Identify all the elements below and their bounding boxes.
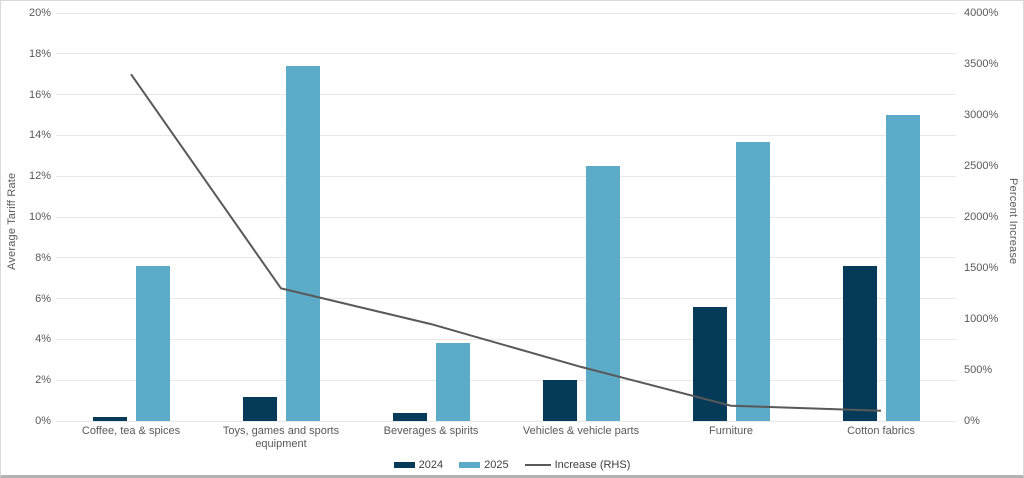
gridline <box>56 216 956 218</box>
legend-item-increase-rhs-: Increase (RHS) <box>524 459 631 471</box>
bar-2025-3 <box>435 343 470 421</box>
right-axis-tick: 2000% <box>964 211 999 223</box>
legend-label: 2025 <box>484 459 509 471</box>
bar-2024-4 <box>542 380 577 421</box>
bar-2025-6 <box>885 115 920 421</box>
bar-2024-3 <box>392 412 427 421</box>
bar-2024-2 <box>242 396 277 421</box>
gridline <box>56 379 956 381</box>
gridline <box>56 134 956 136</box>
right-axis-tick: 1500% <box>964 262 999 274</box>
category-label: Cotton fabrics <box>847 425 915 437</box>
right-axis-title: Percent Increase <box>1007 177 1019 265</box>
left-axis-tick: 14% <box>28 129 51 142</box>
category-label: Beverages & spirits <box>383 425 479 437</box>
legend-bar-swatch <box>459 462 481 468</box>
category-label: Vehicles & vehicle parts <box>522 425 640 437</box>
left-axis-tick: 16% <box>28 88 51 101</box>
right-axis-tick: 4000% <box>964 7 999 19</box>
legend-label: Increase (RHS) <box>554 459 631 471</box>
legend-item-2025: 2025 <box>459 459 509 471</box>
gridline <box>56 53 956 55</box>
right-axis-tick: 500% <box>964 364 993 376</box>
plot-area <box>56 12 956 422</box>
bar-2025-2 <box>285 66 320 421</box>
bar-2025-5 <box>735 141 770 421</box>
bar-2025-1 <box>135 265 170 421</box>
left-axis-tick: 0% <box>35 415 51 427</box>
right-axis-tick: 2500% <box>964 160 999 172</box>
bar-2024-6 <box>842 265 877 421</box>
gridline <box>56 257 956 259</box>
gridline <box>56 94 956 96</box>
gridline <box>56 175 956 177</box>
right-axis-tick: 3500% <box>964 58 999 70</box>
bar-2025-4 <box>585 166 620 421</box>
bar-2024-1 <box>92 416 127 421</box>
legend-item-2024: 2024 <box>393 459 444 471</box>
right-axis-tick: 0% <box>964 415 980 427</box>
left-axis-tick: 8% <box>35 251 51 264</box>
gridline <box>56 338 956 340</box>
right-axis-tick: 3000% <box>964 109 999 121</box>
left-axis-tick: 4% <box>35 333 51 346</box>
category-label: Toys, games and sports equipment <box>222 425 340 450</box>
category-label: Furniture <box>708 425 754 437</box>
gridline <box>56 12 956 14</box>
gridline <box>56 298 956 300</box>
legend-line-swatch <box>524 464 551 466</box>
increase-line <box>130 73 882 412</box>
left-axis-tick: 20% <box>28 7 51 19</box>
category-label: Coffee, tea & spices <box>81 425 181 437</box>
legend-label: 2024 <box>418 459 444 471</box>
left-axis-tick: 2% <box>35 374 51 387</box>
increase-line-layer <box>130 73 882 412</box>
left-axis-tick: 10% <box>28 211 51 223</box>
chart-legend: 2024 2025 Increase (RHS) <box>1 457 1023 473</box>
legend-bar-swatch <box>393 462 415 468</box>
left-axis-tick: 18% <box>28 47 51 60</box>
left-axis-tick: 12% <box>28 170 51 183</box>
gridline <box>56 420 956 422</box>
bar-2024-5 <box>692 306 727 421</box>
right-axis-tick: 1000% <box>964 313 999 325</box>
left-axis-tick: 6% <box>35 292 51 305</box>
